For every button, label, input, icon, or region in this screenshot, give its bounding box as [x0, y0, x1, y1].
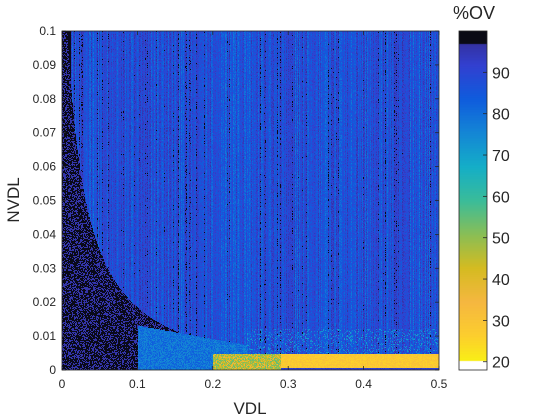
- colorbar-ticks: 20 30 40 50 60 70 80 90: [483, 65, 510, 372]
- y-tick-label: 0: [49, 363, 56, 377]
- y-tick-label: 0.09: [33, 58, 57, 72]
- plot-frame: [61, 30, 440, 371]
- y-tick-label: 0.02: [33, 295, 57, 309]
- colorbar-tick-label: 60: [492, 189, 510, 206]
- colorbar-tick-label: 80: [492, 107, 510, 124]
- y-tick-label: 0.1: [39, 24, 56, 38]
- y-tick-label: 0.05: [33, 194, 57, 208]
- x-tick-label: 0.2: [204, 377, 221, 391]
- colorbar: [459, 31, 487, 370]
- y-tick-label: 0.03: [33, 261, 57, 275]
- colorbar-tick-label: 70: [492, 148, 510, 165]
- y-tick-label: 0.01: [33, 329, 57, 343]
- x-tick-label: 0: [59, 377, 66, 391]
- x-tick-label: 0.1: [129, 377, 146, 391]
- colorbar-frame: [458, 30, 488, 371]
- x-tick-label: 0.5: [431, 377, 448, 391]
- y-tick-label: 0.04: [33, 227, 57, 241]
- colorbar-tick-label: 30: [492, 313, 510, 330]
- colorbar-tick-label: 50: [492, 231, 510, 248]
- x-axis-label: VDL: [233, 399, 266, 418]
- colorbar-tick-label: 40: [492, 272, 510, 289]
- y-tick-label: 0.07: [33, 126, 57, 140]
- x-tick-label: 0.4: [355, 377, 372, 391]
- colorbar-tick-label: 90: [492, 65, 510, 82]
- y-axis-label: NVDL: [4, 177, 23, 222]
- colorbar-label: %OV: [453, 3, 495, 23]
- heatmap-image: [62, 31, 439, 370]
- colorbar-tick-label: 20: [492, 355, 510, 372]
- y-tick-label: 0.06: [33, 160, 57, 174]
- y-tick-label: 0.08: [33, 92, 57, 106]
- x-axis-ticks: 0 0.1 0.2 0.3 0.4 0.5: [59, 31, 448, 391]
- x-tick-label: 0.3: [280, 377, 297, 391]
- y-axis-ticks: 0 0.01 0.02 0.03 0.04 0.05 0.06 0.07 0.08 0.09 0.1: [33, 24, 439, 377]
